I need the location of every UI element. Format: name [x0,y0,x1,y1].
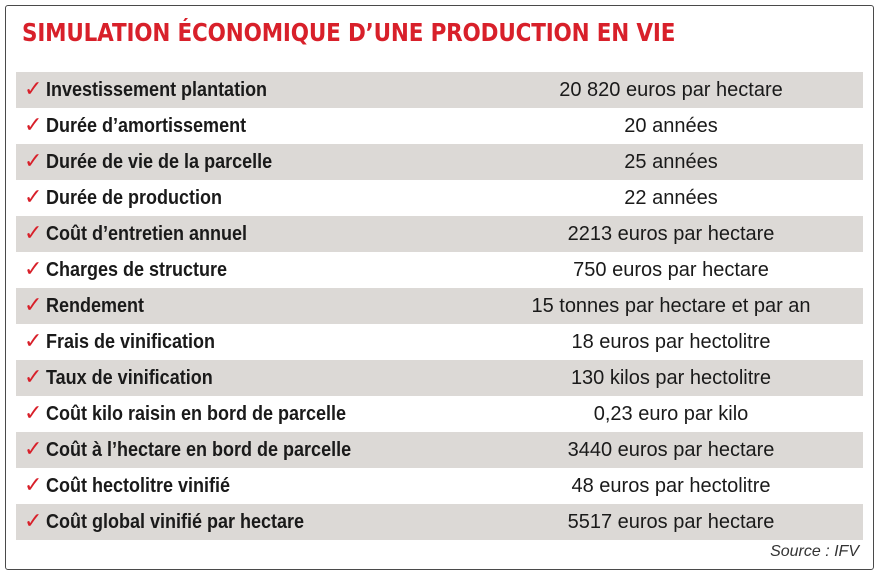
table-row: ✓ Coût à l’hectare en bord de parcelle 3… [16,432,863,468]
check-mark-icon: ✓ [24,149,43,174]
check-mark-icon: ✓ [24,509,43,534]
table-row: ✓ Taux de vinification 130 kilos par hec… [16,360,863,396]
source-note: Source : IFV [770,543,859,560]
row-label: Durée de vie de la parcelle [46,151,273,173]
check-mark-icon: ✓ [24,293,43,318]
table-row: ✓ Charges de structure 750 euros par hec… [16,252,863,288]
check-mark-icon: ✓ [24,185,43,210]
check-mark-icon: ✓ [24,329,43,354]
row-value: 48 euros par hectolitre [571,475,771,497]
row-label: Coût à l’hectare en bord de parcelle [46,439,352,461]
row-value: 5517 euros par hectare [567,511,775,533]
data-table: ✓ Investissement plantation 20 820 euros… [16,72,863,540]
row-label: Investissement plantation [46,79,268,101]
check-mark-icon: ✓ [24,473,43,498]
row-label: Coût kilo raisin en bord de parcelle [46,403,347,425]
check-mark-icon: ✓ [24,437,43,462]
row-value: 130 kilos par hectolitre [570,367,772,389]
table-row: ✓ Frais de vinification 18 euros par hec… [16,324,863,360]
table-row: ✓ Durée de vie de la parcelle 25 années [16,144,863,180]
check-mark-icon: ✓ [24,401,43,426]
table-row: ✓ Durée de production 22 années [16,180,863,216]
table-row: ✓ Durée d’amortissement 20 années [16,108,863,144]
table-row: ✓ Coût global vinifié par hectare 5517 e… [16,504,863,540]
row-label: Coût d’entretien annuel [46,223,248,245]
page-title: SIMULATION ÉCONOMIQUE D’UNE PRODUCTION E… [22,18,676,47]
row-label: Coût global vinifié par hectare [46,511,305,533]
row-value: 2213 euros par hectare [567,223,775,245]
row-value: 0,23 euro par kilo [593,403,749,425]
row-value: 20 820 euros par hectare [559,79,783,101]
table-row: ✓ Coût d’entretien annuel 2213 euros par… [16,216,863,252]
check-mark-icon: ✓ [24,113,43,138]
table-row: ✓ Investissement plantation 20 820 euros… [16,72,863,108]
table-row: ✓ Coût kilo raisin en bord de parcelle 0… [16,396,863,432]
table-row: ✓ Rendement 15 tonnes par hectare et par… [16,288,863,324]
row-value: 750 euros par hectare [573,259,769,281]
info-panel: SIMULATION ÉCONOMIQUE D’UNE PRODUCTION E… [5,5,874,570]
row-value: 22 années [624,187,718,209]
row-value: 25 années [624,151,718,173]
table-row: ✓ Coût hectolitre vinifié 48 euros par h… [16,468,863,504]
row-label: Taux de vinification [46,367,213,389]
row-label: Durée d’amortissement [46,115,247,137]
row-label: Charges de structure [46,259,228,281]
row-label: Rendement [46,295,145,317]
row-value: 20 années [624,115,718,137]
row-value: 18 euros par hectolitre [571,331,771,353]
row-label: Coût hectolitre vinifié [46,475,231,497]
row-label: Durée de production [46,187,223,209]
row-label: Frais de vinification [46,331,216,353]
check-mark-icon: ✓ [24,221,43,246]
row-value: 3440 euros par hectare [567,439,775,461]
check-mark-icon: ✓ [24,77,43,102]
row-value: 15 tonnes par hectare et par an [531,295,811,317]
check-mark-icon: ✓ [24,365,43,390]
check-mark-icon: ✓ [24,257,43,282]
